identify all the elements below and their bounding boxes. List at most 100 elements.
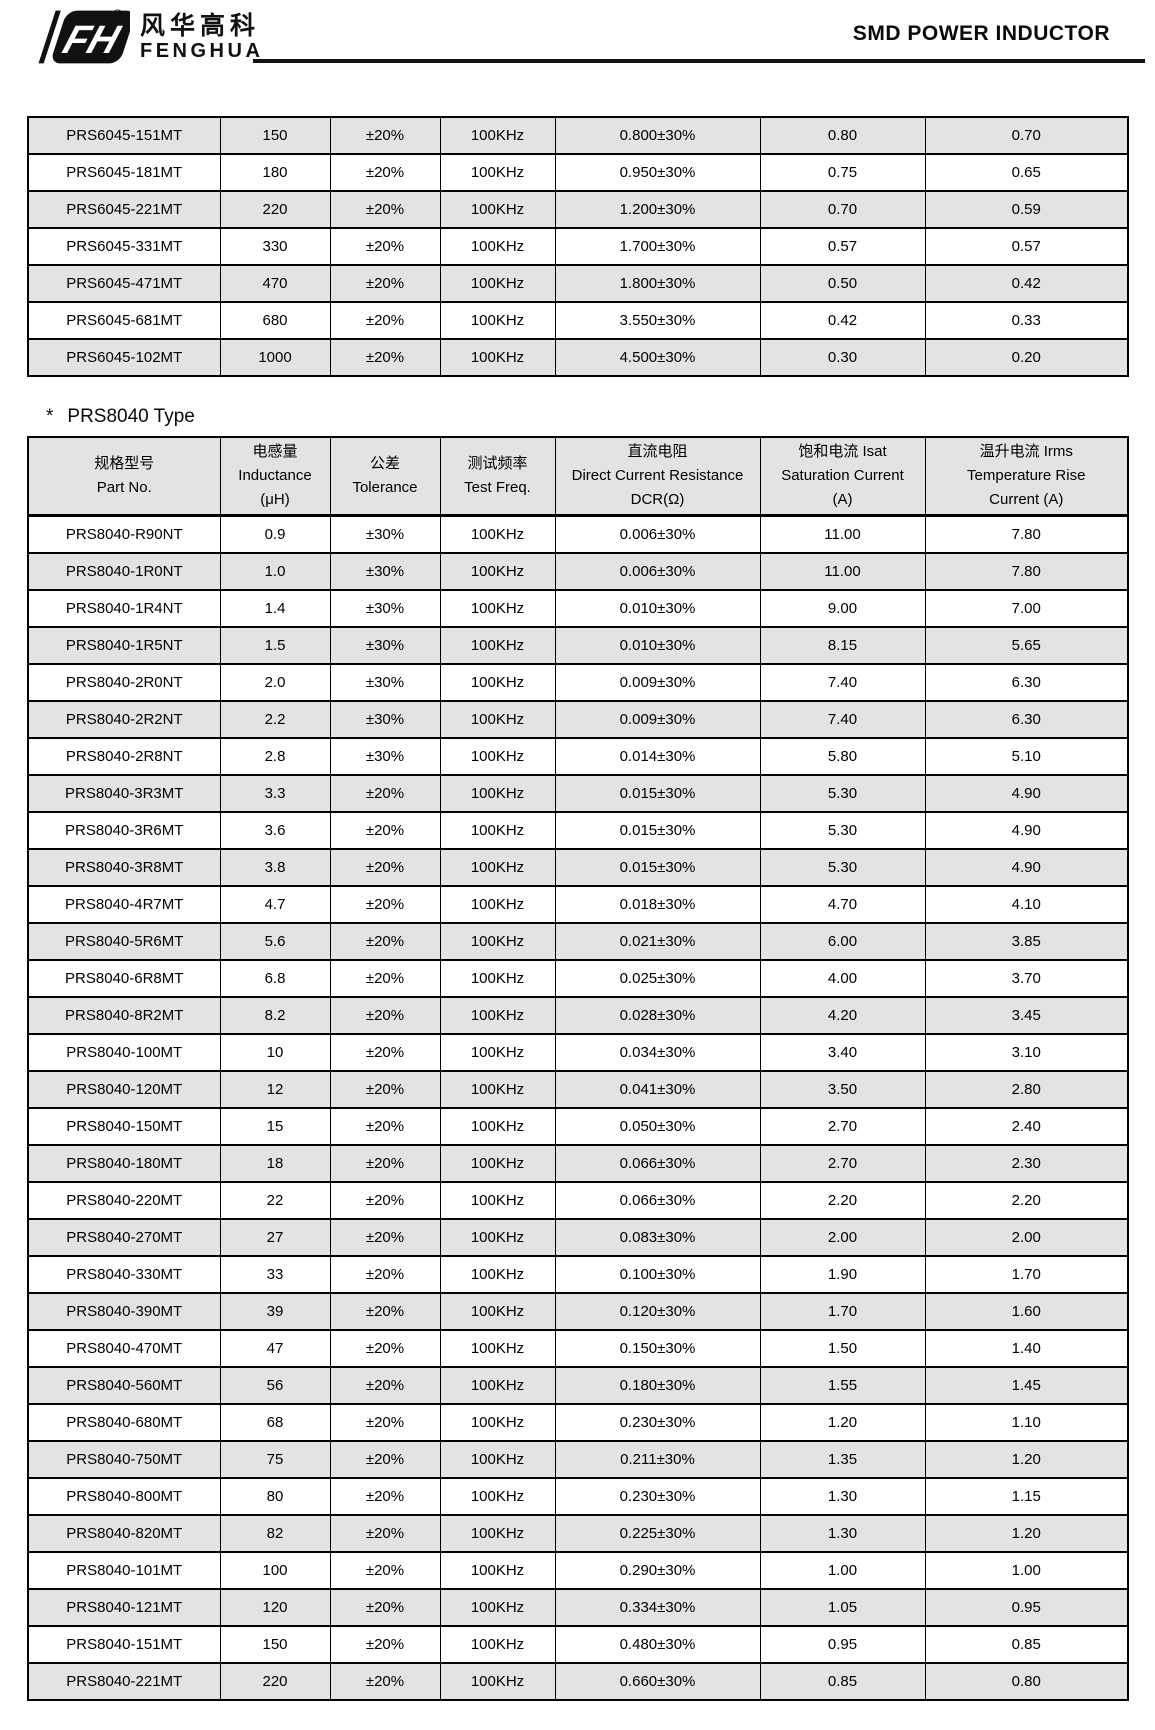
- prs8040-cell-irms: 0.85: [924, 1625, 1129, 1664]
- prs8040-cell-test-freq: 100KHz: [439, 885, 556, 924]
- prs8040-cell-isat: 3.40: [759, 1033, 926, 1072]
- prs8040-cell-tolerance: ±20%: [329, 885, 441, 924]
- prs8040-row-PRS8040-2R0NT: PRS8040-2R0NT 2.0 ±30% 100KHz 0.009±30% 7.40 6…: [27, 663, 1129, 702]
- prs8040-cell-isat: 5.30: [759, 848, 926, 887]
- prs8040-cell-tolerance: ±20%: [329, 1440, 441, 1479]
- prs8040-cell-part-no: PRS8040-4R7MT: [27, 885, 221, 924]
- prs6045-cell-tolerance: ±20%: [329, 190, 441, 229]
- prs8040-cell-irms: 1.60: [924, 1292, 1129, 1331]
- prs8040-cell-part-no: PRS8040-180MT: [27, 1144, 221, 1183]
- prs8040-cell-dcr: 0.230±30%: [554, 1477, 761, 1516]
- prs8040-cell-tolerance: ±20%: [329, 1181, 441, 1220]
- prs8040-row-PRS8040-330MT: PRS8040-330MT 33 ±20% 100KHz 0.100±30% 1.90 1.…: [27, 1255, 1129, 1294]
- prs8040-cell-part-no: PRS8040-6R8MT: [27, 959, 221, 998]
- prs8040-cell-inductance: 5.6: [219, 922, 331, 961]
- prs8040-cell-irms: 4.90: [924, 774, 1129, 813]
- prs8040-cell-tolerance: ±20%: [329, 1625, 441, 1664]
- prs6045-cell-inductance: 1000: [219, 338, 331, 377]
- prs8040-cell-irms: 7.80: [924, 514, 1129, 554]
- prs8040-cell-test-freq: 100KHz: [439, 1366, 556, 1405]
- prs8040-cell-tolerance: ±20%: [329, 1551, 441, 1590]
- prs8040-cell-inductance: 1.4: [219, 589, 331, 628]
- prs8040-cell-dcr: 0.041±30%: [554, 1070, 761, 1109]
- prs8040-cell-inductance: 0.9: [219, 514, 331, 554]
- prs8040-cell-isat: 4.70: [759, 885, 926, 924]
- prs8040-cell-irms: 2.00: [924, 1218, 1129, 1257]
- prs8040-cell-isat: 4.20: [759, 996, 926, 1035]
- prs8040-cell-dcr: 0.211±30%: [554, 1440, 761, 1479]
- prs8040-row-PRS8040-R90NT: PRS8040-R90NT 0.9 ±30% 100KHz 0.006±30% 11.00…: [27, 514, 1129, 554]
- asterisk-marker: *: [46, 406, 54, 427]
- prs6045-cell-irms: 0.42: [924, 264, 1129, 303]
- prs6045-cell-irms: 0.33: [924, 301, 1129, 340]
- prs8040-cell-test-freq: 100KHz: [439, 737, 556, 776]
- prs8040-cell-part-no: PRS8040-121MT: [27, 1588, 221, 1627]
- prs8040-cell-inductance: 39: [219, 1292, 331, 1331]
- prs8040-cell-inductance: 27: [219, 1218, 331, 1257]
- prs6045-cell-isat: 0.30: [759, 338, 926, 377]
- prs8040-cell-dcr: 0.014±30%: [554, 737, 761, 776]
- prs8040-row-PRS8040-101MT: PRS8040-101MT 100 ±20% 100KHz 0.290±30% 1.00 1…: [27, 1551, 1129, 1590]
- prs6045-cell-irms: 0.65: [924, 153, 1129, 192]
- prs6045-cell-part-no: PRS6045-331MT: [27, 227, 221, 266]
- prs8040-row-PRS8040-4R7MT: PRS8040-4R7MT 4.7 ±20% 100KHz 0.018±30% 4.70 4…: [27, 885, 1129, 924]
- prs6045-cell-test-freq: 100KHz: [439, 264, 556, 303]
- prs8040-cell-dcr: 0.018±30%: [554, 885, 761, 924]
- prs8040-cell-part-no: PRS8040-390MT: [27, 1292, 221, 1331]
- prs8040-cell-part-no: PRS8040-2R0NT: [27, 663, 221, 702]
- prs6045-row-PRS6045-151MT: PRS6045-151MT 150 ±20% 100KHz 0.800±30% 0.80 0…: [27, 116, 1129, 155]
- prs8040-cell-tolerance: ±20%: [329, 959, 441, 998]
- prs8040-cell-irms: 6.30: [924, 700, 1129, 739]
- prs8040-cell-inductance: 3.6: [219, 811, 331, 850]
- prs8040-cell-dcr: 0.225±30%: [554, 1514, 761, 1553]
- prs6045-cell-part-no: PRS6045-221MT: [27, 190, 221, 229]
- prs8040-cell-inductance: 8.2: [219, 996, 331, 1035]
- prs8040-cell-irms: 1.20: [924, 1440, 1129, 1479]
- prs8040-cell-test-freq: 100KHz: [439, 552, 556, 591]
- prs8040-cell-tolerance: ±20%: [329, 1107, 441, 1146]
- prs8040-cell-test-freq: 100KHz: [439, 1033, 556, 1072]
- prs8040-cell-tolerance: ±30%: [329, 514, 441, 554]
- prs8040-cell-irms: 2.20: [924, 1181, 1129, 1220]
- prs8040-cell-tolerance: ±30%: [329, 589, 441, 628]
- prs8040-cell-inductance: 3.3: [219, 774, 331, 813]
- prs8040-row-PRS8040-6R8MT: PRS8040-6R8MT 6.8 ±20% 100KHz 0.025±30% 4.00 3…: [27, 959, 1129, 998]
- prs8040-cell-tolerance: ±20%: [329, 848, 441, 887]
- prs8040-cell-part-no: PRS8040-1R0NT: [27, 552, 221, 591]
- prs8040-cell-test-freq: 100KHz: [439, 1218, 556, 1257]
- prs6045-row-PRS6045-181MT: PRS6045-181MT 180 ±20% 100KHz 0.950±30% 0.75 0…: [27, 153, 1129, 192]
- prs8040-cell-part-no: PRS8040-820MT: [27, 1514, 221, 1553]
- prs8040-cell-irms: 1.10: [924, 1403, 1129, 1442]
- prs8040-cell-inductance: 56: [219, 1366, 331, 1405]
- prs8040-cell-tolerance: ±20%: [329, 1144, 441, 1183]
- prs8040-cell-part-no: PRS8040-100MT: [27, 1033, 221, 1072]
- prs6045-cell-irms: 0.20: [924, 338, 1129, 377]
- prs8040-row-PRS8040-8R2MT: PRS8040-8R2MT 8.2 ±20% 100KHz 0.028±30% 4.20 3…: [27, 996, 1129, 1035]
- prs8040-cell-dcr: 0.230±30%: [554, 1403, 761, 1442]
- prs8040-row-PRS8040-470MT: PRS8040-470MT 47 ±20% 100KHz 0.150±30% 1.50 1.…: [27, 1329, 1129, 1368]
- prs6045-cell-inductance: 330: [219, 227, 331, 266]
- prs8040-cell-irms: 0.80: [924, 1662, 1129, 1701]
- prs8040-cell-tolerance: ±20%: [329, 811, 441, 850]
- page-header: FH ® 风华高科 FENGHUA SMD POWER INDUCTOR: [0, 0, 1155, 72]
- prs6045-row-PRS6045-331MT: PRS6045-331MT 330 ±20% 100KHz 1.700±30% 0.57 0…: [27, 227, 1129, 266]
- prs8040-cell-dcr: 0.180±30%: [554, 1366, 761, 1405]
- registered-trademark-icon: ®: [112, 6, 123, 22]
- prs6045-cell-part-no: PRS6045-681MT: [27, 301, 221, 340]
- column-header-dcr: 直流电阻 Direct Current Resistance DCR(Ω): [554, 436, 761, 517]
- prs8040-cell-test-freq: 100KHz: [439, 589, 556, 628]
- prs6045-cell-inductance: 150: [219, 116, 331, 155]
- prs8040-cell-dcr: 0.021±30%: [554, 922, 761, 961]
- prs8040-cell-test-freq: 100KHz: [439, 1292, 556, 1331]
- prs8040-cell-inductance: 1.0: [219, 552, 331, 591]
- prs8040-cell-test-freq: 100KHz: [439, 1662, 556, 1701]
- column-header-inductance: 电感量 Inductance (μH): [219, 436, 331, 517]
- prs8040-cell-part-no: PRS8040-3R8MT: [27, 848, 221, 887]
- prs8040-cell-test-freq: 100KHz: [439, 1329, 556, 1368]
- prs8040-cell-isat: 1.00: [759, 1551, 926, 1590]
- prs8040-cell-irms: 6.30: [924, 663, 1129, 702]
- section-title-label: PRS8040 Type: [67, 406, 195, 427]
- prs8040-cell-test-freq: 100KHz: [439, 959, 556, 998]
- prs8040-cell-part-no: PRS8040-221MT: [27, 1662, 221, 1701]
- prs8040-cell-irms: 2.80: [924, 1070, 1129, 1109]
